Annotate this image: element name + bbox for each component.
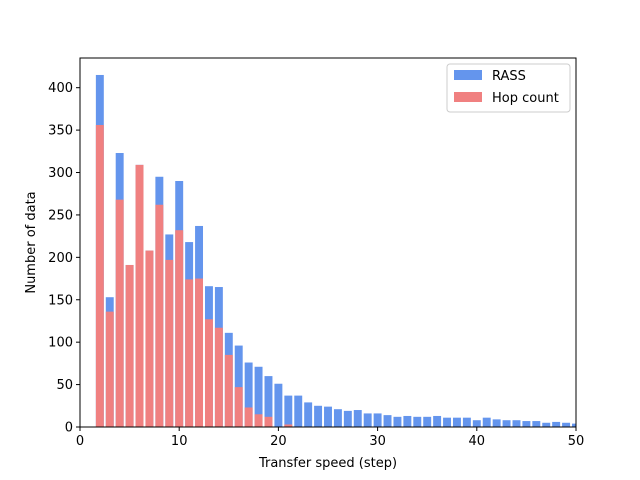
bar-rass — [433, 415, 442, 427]
bar-rass — [522, 421, 531, 427]
bar-rass — [562, 422, 571, 427]
bar-rass — [462, 417, 471, 427]
legend-swatch-rass — [454, 70, 482, 80]
bar-hop-count — [165, 259, 174, 427]
x-axis: 0 10 20 30 40 50 — [76, 427, 584, 449]
y-tick-label: 200 — [48, 251, 73, 266]
bar-hop-count — [145, 250, 154, 427]
legend: RASS Hop count — [446, 63, 571, 113]
bar-rass — [452, 417, 461, 427]
bar-rass — [284, 395, 293, 427]
y-tick-label: 350 — [48, 124, 73, 139]
bar-rass — [314, 405, 323, 427]
bar-hop-count — [224, 354, 233, 427]
x-tick-label: 40 — [469, 434, 486, 449]
x-tick-label: 0 — [76, 434, 84, 449]
bar-rass — [482, 417, 491, 427]
bar-rass — [393, 416, 402, 427]
bar-hop-count — [135, 164, 144, 427]
bar-hop-count — [175, 230, 184, 427]
bar-rass — [244, 362, 253, 427]
y-tick-label: 100 — [48, 336, 73, 351]
bar-hop-count — [204, 319, 213, 427]
bar-hop-count — [115, 199, 124, 427]
bar-rass — [443, 417, 452, 427]
bar-hop-count — [155, 204, 164, 427]
bar-hop-count — [105, 311, 114, 427]
x-axis-label: Transfer speed (step) — [258, 456, 397, 471]
legend-swatch-hop-count — [454, 92, 482, 102]
legend-label-rass: RASS — [492, 69, 526, 84]
bar-rass — [542, 422, 551, 427]
bar-rass — [333, 409, 342, 427]
bar-rass — [383, 415, 392, 427]
y-tick-label: 150 — [48, 293, 73, 308]
bar-hop-count — [244, 407, 253, 427]
bar-rass — [532, 421, 541, 427]
bar-rass — [423, 416, 432, 427]
bar-rass — [403, 415, 412, 427]
bar-hop-count — [264, 416, 273, 427]
y-tick-label: 400 — [48, 81, 73, 96]
bar-hop-count — [125, 264, 134, 427]
bar-hop-count — [284, 424, 293, 427]
bar-rass — [552, 421, 561, 427]
bar-rass — [502, 420, 511, 427]
legend-label-hop-count: Hop count — [492, 91, 559, 106]
bar-rass — [234, 345, 243, 427]
x-tick-label: 30 — [369, 434, 386, 449]
bar-rass — [274, 383, 283, 427]
y-axis-label: Number of data — [24, 191, 39, 293]
bar-hop-count — [95, 125, 104, 427]
bar-hop-count — [234, 387, 243, 427]
bar-hop-count — [254, 414, 263, 427]
bar-rass — [413, 416, 422, 427]
plot-frame — [79, 57, 577, 428]
bar-hop-count — [214, 327, 223, 427]
bar-rass — [343, 410, 352, 427]
bar-rass — [472, 420, 481, 427]
bar-rass — [353, 410, 362, 427]
x-tick-label: 10 — [171, 434, 188, 449]
y-tick-label: 50 — [56, 378, 73, 393]
x-tick-label: 50 — [568, 434, 585, 449]
bar-rass — [264, 376, 273, 427]
bar-hop-count — [195, 278, 204, 427]
bar-rass — [294, 395, 303, 427]
bar-rass — [492, 419, 501, 427]
bar-rass — [254, 366, 263, 427]
bar-rass — [512, 420, 521, 427]
x-tick-label: 20 — [270, 434, 287, 449]
bar-rass — [373, 413, 382, 427]
bar-rass — [572, 423, 576, 427]
y-tick-label: 250 — [48, 208, 73, 223]
bar-rass — [304, 402, 313, 427]
bar-hop-count — [185, 279, 194, 427]
y-axis: 0 50 100 150 200 250 300 350 400 — [48, 81, 80, 436]
y-tick-label: 0 — [65, 421, 73, 436]
y-tick-label: 300 — [48, 166, 73, 181]
bars-layer — [95, 74, 576, 427]
bar-rass — [324, 406, 332, 427]
bar-rass — [363, 413, 372, 427]
